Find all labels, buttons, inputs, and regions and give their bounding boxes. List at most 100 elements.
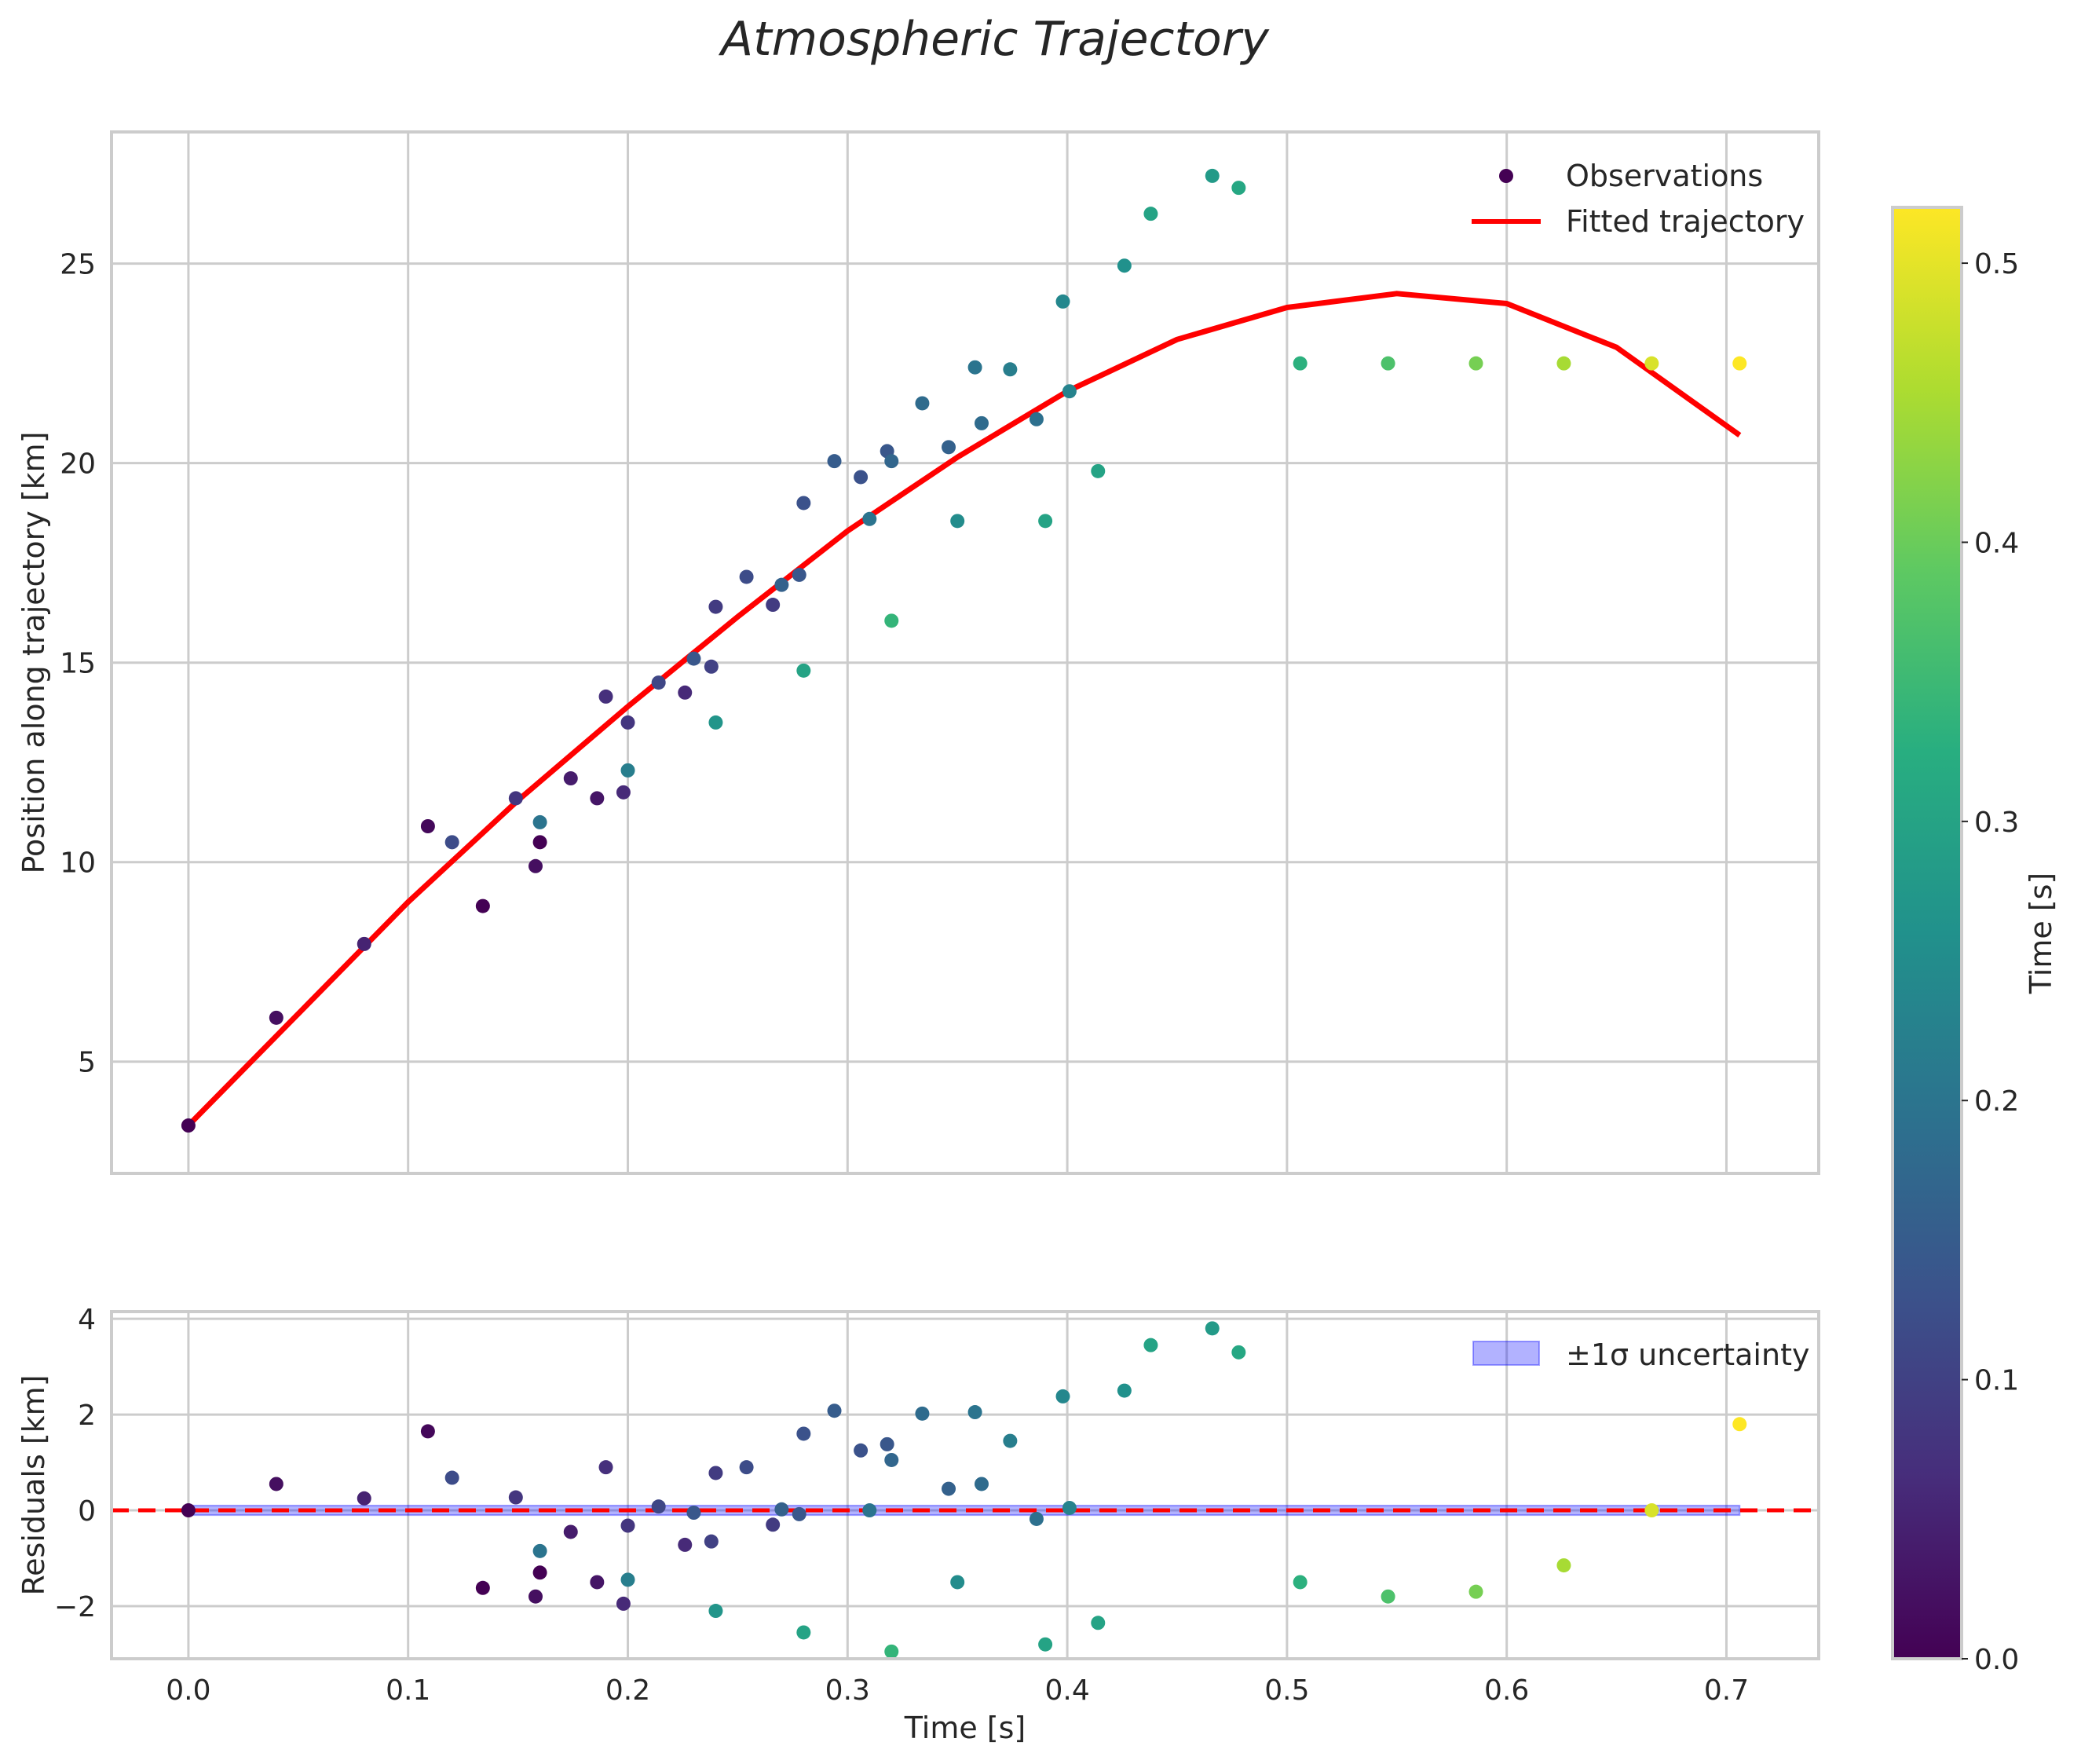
- residual-point: [475, 1580, 490, 1595]
- observation-point: [508, 791, 523, 806]
- residual-point: [1468, 1584, 1483, 1599]
- observation-point: [598, 689, 613, 704]
- residual-point: [616, 1596, 631, 1611]
- residual-point: [1062, 1500, 1077, 1515]
- residual-point: [620, 1572, 635, 1587]
- residual-point: [796, 1426, 811, 1441]
- residual-y-tick-label: 0: [78, 1495, 96, 1528]
- x-tick-label: 0.6: [1484, 1674, 1529, 1707]
- residual-point: [880, 1436, 894, 1451]
- observation-point: [915, 396, 930, 411]
- observation-point: [678, 685, 693, 700]
- residual-point: [862, 1503, 877, 1518]
- residual-point: [1117, 1383, 1132, 1398]
- residual-point: [590, 1575, 605, 1590]
- legend-uncertainty-label: ±1σ uncertainty: [1566, 1338, 1809, 1372]
- residual-point: [651, 1499, 666, 1514]
- main-y-tick-label: 15: [60, 648, 96, 680]
- observation-point: [1231, 181, 1246, 196]
- observation-point: [708, 715, 723, 730]
- observation-point: [1038, 514, 1053, 529]
- main-gridlines: [112, 132, 1819, 1173]
- legend-observations-label: Observations: [1566, 159, 1763, 193]
- residual-axes-frame: [110, 1310, 1820, 1660]
- observation-point: [1143, 207, 1158, 221]
- residual-point: [532, 1543, 547, 1558]
- residual-point: [532, 1565, 547, 1580]
- residual-point: [678, 1537, 693, 1552]
- colorbar: [1891, 206, 1963, 1660]
- residual-point: [792, 1506, 806, 1521]
- observation-point: [532, 835, 547, 850]
- observation-point: [1205, 168, 1220, 183]
- residual-y-tick-label: 2: [78, 1400, 96, 1432]
- observation-point: [884, 613, 899, 628]
- legend-uncertainty-marker: [1472, 1341, 1540, 1366]
- observation-point: [620, 763, 635, 778]
- colorbar-label: Time [s]: [2024, 873, 2058, 995]
- residual-point: [1029, 1511, 1044, 1526]
- residual-point: [708, 1466, 723, 1480]
- main-y-axis-label: Position along trajectory [km]: [16, 431, 51, 873]
- x-tick-label: 0.7: [1704, 1674, 1749, 1707]
- observation-point: [475, 898, 490, 913]
- residual-y-axis-label: Residuals [km]: [16, 1374, 51, 1595]
- observation-point: [181, 1118, 196, 1133]
- residual-point: [739, 1460, 754, 1475]
- observation-point: [651, 675, 666, 690]
- residual-point: [796, 1625, 811, 1640]
- observation-point: [1556, 356, 1571, 371]
- observation-point: [739, 569, 754, 584]
- observation-point: [704, 659, 719, 674]
- observation-point: [1381, 356, 1395, 371]
- colorbar-tick-label: 0.0: [1974, 1644, 2019, 1676]
- observation-point: [796, 496, 811, 511]
- observation-point: [942, 440, 956, 455]
- main-y-tick-label: 5: [78, 1047, 96, 1079]
- chart-title: Atmospheric Trajectory: [718, 12, 1270, 67]
- legend-fitted-label: Fitted trajectory: [1566, 204, 1805, 239]
- x-tick-label: 0.2: [605, 1674, 650, 1707]
- observation-point: [774, 577, 789, 592]
- residual-point: [854, 1443, 869, 1458]
- residual-point: [1644, 1503, 1659, 1518]
- observation-point: [563, 771, 578, 786]
- main-y-tick-label: 20: [60, 448, 96, 481]
- residual-point: [620, 1518, 635, 1533]
- x-tick-label: 0.3: [825, 1674, 870, 1707]
- observation-point: [357, 936, 371, 951]
- residual-point: [915, 1406, 930, 1421]
- residual-point: [827, 1404, 842, 1418]
- residual-point: [1381, 1589, 1395, 1604]
- observation-point: [854, 470, 869, 485]
- residuals-scatter: [181, 1321, 1747, 1659]
- residual-point: [1205, 1321, 1220, 1336]
- observation-point: [884, 454, 899, 469]
- residual-point: [528, 1589, 543, 1604]
- residual-point: [884, 1644, 899, 1659]
- residual-point: [884, 1452, 899, 1467]
- observation-point: [950, 514, 965, 529]
- residual-point: [1143, 1338, 1158, 1352]
- residual-point: [967, 1405, 982, 1420]
- x-tick-label: 0.0: [166, 1674, 210, 1707]
- residual-point: [563, 1524, 578, 1539]
- observation-point: [1644, 356, 1659, 371]
- observation-point: [967, 360, 982, 375]
- residual-point: [1055, 1389, 1070, 1404]
- residual-point: [1293, 1575, 1307, 1590]
- observation-point: [444, 835, 459, 850]
- observation-point: [1732, 356, 1747, 371]
- residual-y-tick-labels: −2 0 2 4: [54, 1304, 96, 1623]
- colorbar-tick-label: 0.5: [1974, 248, 2019, 280]
- residual-point: [704, 1534, 719, 1549]
- observations-scatter: [181, 168, 1747, 1133]
- residual-point: [686, 1506, 701, 1521]
- residual-gridlines: [112, 1312, 1819, 1659]
- observation-point: [1468, 356, 1483, 371]
- observation-point: [792, 567, 806, 582]
- observation-point: [269, 1010, 283, 1025]
- x-tick-labels: 0.0 0.1 0.2 0.3 0.4 0.5 0.6 0.7: [166, 1674, 1749, 1707]
- residual-point: [420, 1424, 435, 1439]
- colorbar-tick-label: 0.4: [1974, 527, 2019, 559]
